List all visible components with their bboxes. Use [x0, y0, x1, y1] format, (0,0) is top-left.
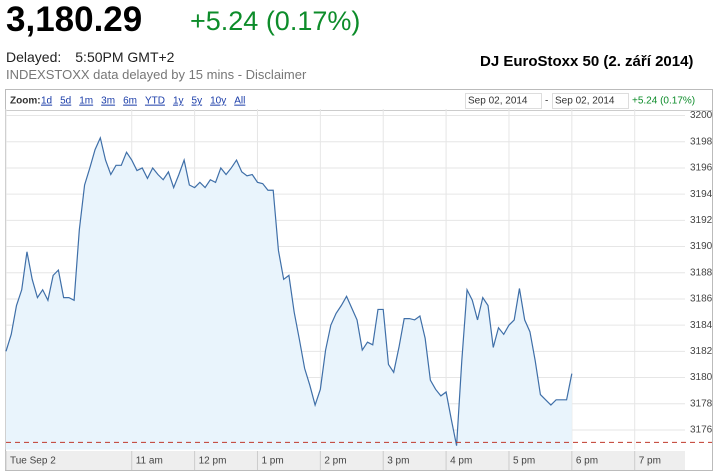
x-axis-band: [6, 451, 685, 470]
range-start-box[interactable]: [465, 93, 542, 109]
zoom-option[interactable]: 6m: [123, 96, 137, 107]
zoom-option[interactable]: 3m: [101, 96, 115, 107]
price-change: +5.24 (0.17%): [190, 6, 361, 36]
zoom-option[interactable]: 1y: [173, 96, 184, 107]
y-tick-label: 3188: [690, 267, 713, 278]
x-tick-label: 11 am: [136, 456, 163, 467]
y-tick-label: 3190: [690, 241, 713, 252]
range-change: +5.24 (0.17%): [632, 96, 695, 107]
x-tick-label: 4 pm: [450, 456, 472, 467]
zoom-option[interactable]: YTD: [145, 96, 165, 107]
delayed-time: 5:50PM GMT+2: [75, 49, 175, 65]
zoom-option[interactable]: 10y: [210, 96, 226, 107]
zoom-option[interactable]: 5d: [60, 96, 71, 107]
price: 3,180.29: [6, 0, 143, 39]
annotation: DJ EuroStoxx 50 (2. září 2014): [480, 53, 694, 70]
y-tick-label: 3182: [690, 346, 713, 357]
range-end-box[interactable]: [552, 93, 629, 109]
y-tick-label: 3194: [690, 189, 713, 200]
delayed-row: Delayed: 5:50PM GMT+2: [6, 49, 174, 65]
x-tick-label: 2 pm: [324, 456, 346, 467]
x-tick-label: 6 pm: [576, 456, 598, 467]
y-tick-label: 3196: [690, 163, 713, 174]
y-tick-label: 3178: [690, 398, 713, 409]
delay-note: INDEXSTOXX data delayed by 15 mins - Dis…: [6, 67, 307, 82]
x-tick-label: Tue Sep 2: [10, 456, 56, 467]
zoom-option[interactable]: 5y: [192, 96, 203, 107]
y-tick-label: 3192: [690, 215, 713, 226]
price-line: [5, 135, 573, 446]
y-tick-label: 3176: [690, 425, 713, 436]
zoom-label: Zoom:: [10, 96, 41, 107]
y-tick-label: 3184: [690, 320, 713, 331]
x-tick-label: 1 pm: [261, 456, 283, 467]
x-tick-label: 3 pm: [387, 456, 409, 467]
range-start[interactable]: Sep 02, 2014: [468, 96, 528, 107]
delayed-label: Delayed:: [6, 49, 62, 65]
x-tick-label: 5 pm: [513, 456, 535, 467]
area-fill: [6, 137, 572, 450]
y-tick-label: 3200: [690, 110, 713, 121]
zoom-option[interactable]: 1m: [79, 96, 93, 107]
x-tick-label: 12 pm: [199, 456, 227, 467]
y-tick-label: 3198: [690, 136, 713, 147]
y-tick-label: 3180: [690, 372, 713, 383]
zoom-option[interactable]: All: [234, 96, 245, 107]
range-end[interactable]: Sep 02, 2014: [555, 96, 615, 107]
y-tick-label: 3186: [690, 294, 713, 305]
x-tick-label: 7 pm: [639, 456, 661, 467]
range-separator: -: [545, 96, 548, 107]
zoom-option[interactable]: 1d: [41, 96, 52, 107]
